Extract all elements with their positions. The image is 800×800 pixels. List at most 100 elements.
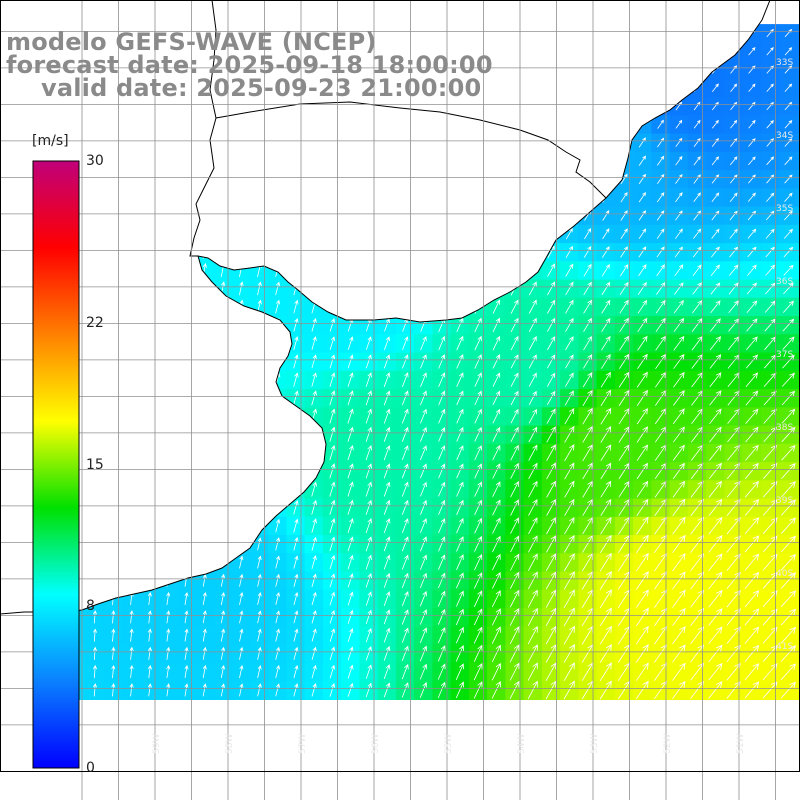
field-cell [651,407,671,427]
lat-label: 39S [776,496,793,506]
wind-arrow [329,336,336,350]
wind-arrow [419,627,428,643]
field-cell [505,608,525,627]
wind-arrow [239,281,244,296]
wind-arrow [474,372,482,387]
wind-arrow [311,555,317,569]
wind-arrow [545,625,557,645]
wind-arrow [474,335,482,351]
field-cell [414,425,433,445]
wind-arrow [509,644,520,663]
field-cell [633,553,652,573]
wind-arrow [602,210,610,221]
field-cell [779,97,798,116]
wind-arrow [510,299,519,314]
field-cell [760,115,780,135]
field-cell [523,626,543,646]
colorbar-tick-label: 15 [86,456,104,473]
wind-arrow [657,119,664,129]
field-cell [359,571,379,591]
wind-arrow [672,553,686,572]
lat-label: 38S [776,423,793,433]
wind-arrow [347,463,354,479]
field-cell [797,297,800,317]
field-cell [779,60,798,80]
wind-arrow [347,591,354,606]
field-cell [468,334,488,354]
wind-arrow [365,591,372,606]
field-cell [523,498,543,518]
wind-arrow [708,662,723,681]
wind-arrow [635,607,649,627]
field-cell [322,407,342,427]
field-cell [779,188,798,208]
wind-arrow [620,191,628,203]
field-cell [651,443,671,463]
wind-arrow [401,518,409,534]
wind-arrow [329,591,336,606]
wind-arrow [492,517,501,534]
wind-arrow [347,664,354,679]
wind-arrow [510,553,520,571]
wind-arrow [599,607,612,627]
wind-arrow [780,553,796,571]
field-cell [614,644,634,664]
wind-arrow [474,517,482,534]
wind-arrow [528,444,538,461]
wind-arrow [782,336,795,350]
field-cell [505,681,525,700]
wind-arrow [583,245,592,258]
wind-arrow [565,245,573,259]
border-line [189,0,217,257]
field-cell [578,316,598,335]
field-cell [523,334,543,354]
wind-arrow [383,591,391,607]
field-cell [578,334,598,354]
wind-arrow [456,408,464,424]
wind-arrow [383,408,391,424]
field-cell [724,535,744,554]
wind-arrow [762,535,778,553]
field-cell [395,407,415,427]
wind-arrow [564,390,574,406]
wind-arrow [783,264,794,276]
field-cell [249,553,269,573]
field-cell [669,589,689,609]
field-cell [614,316,634,335]
wind-arrow [780,590,796,608]
wind-arrow [602,228,610,240]
field-cell [541,516,561,536]
wind-arrow [744,681,760,699]
wind-arrow [293,555,299,569]
wind-arrow [656,264,665,277]
field-cell [633,389,652,408]
wind-arrow [311,591,317,606]
field-cell [578,261,598,281]
wind-arrow [582,407,593,425]
wind-arrow [401,590,409,607]
wind-arrow [600,426,612,443]
field-cell [669,644,689,664]
wind-arrow [311,683,317,697]
field-cell [633,316,652,335]
wind-arrow [365,609,372,625]
field-cell [687,97,707,116]
field-cell [742,297,762,317]
wind-arrow [474,481,482,497]
wind-arrow [92,664,98,679]
wind-arrow [438,463,446,479]
wind-arrow [748,119,756,129]
wind-arrow [582,372,593,388]
wind-arrow [762,590,778,608]
wind-arrow [620,173,628,185]
field-cell [614,516,634,536]
wind-arrow [547,317,556,332]
wind-arrow [710,282,721,295]
wind-arrow [528,480,538,498]
wind-arrow [473,626,483,644]
wind-arrow [473,663,483,681]
field-cell [651,151,671,171]
field-cell [286,553,306,573]
field-cell [797,170,800,189]
wind-arrow [311,573,317,588]
